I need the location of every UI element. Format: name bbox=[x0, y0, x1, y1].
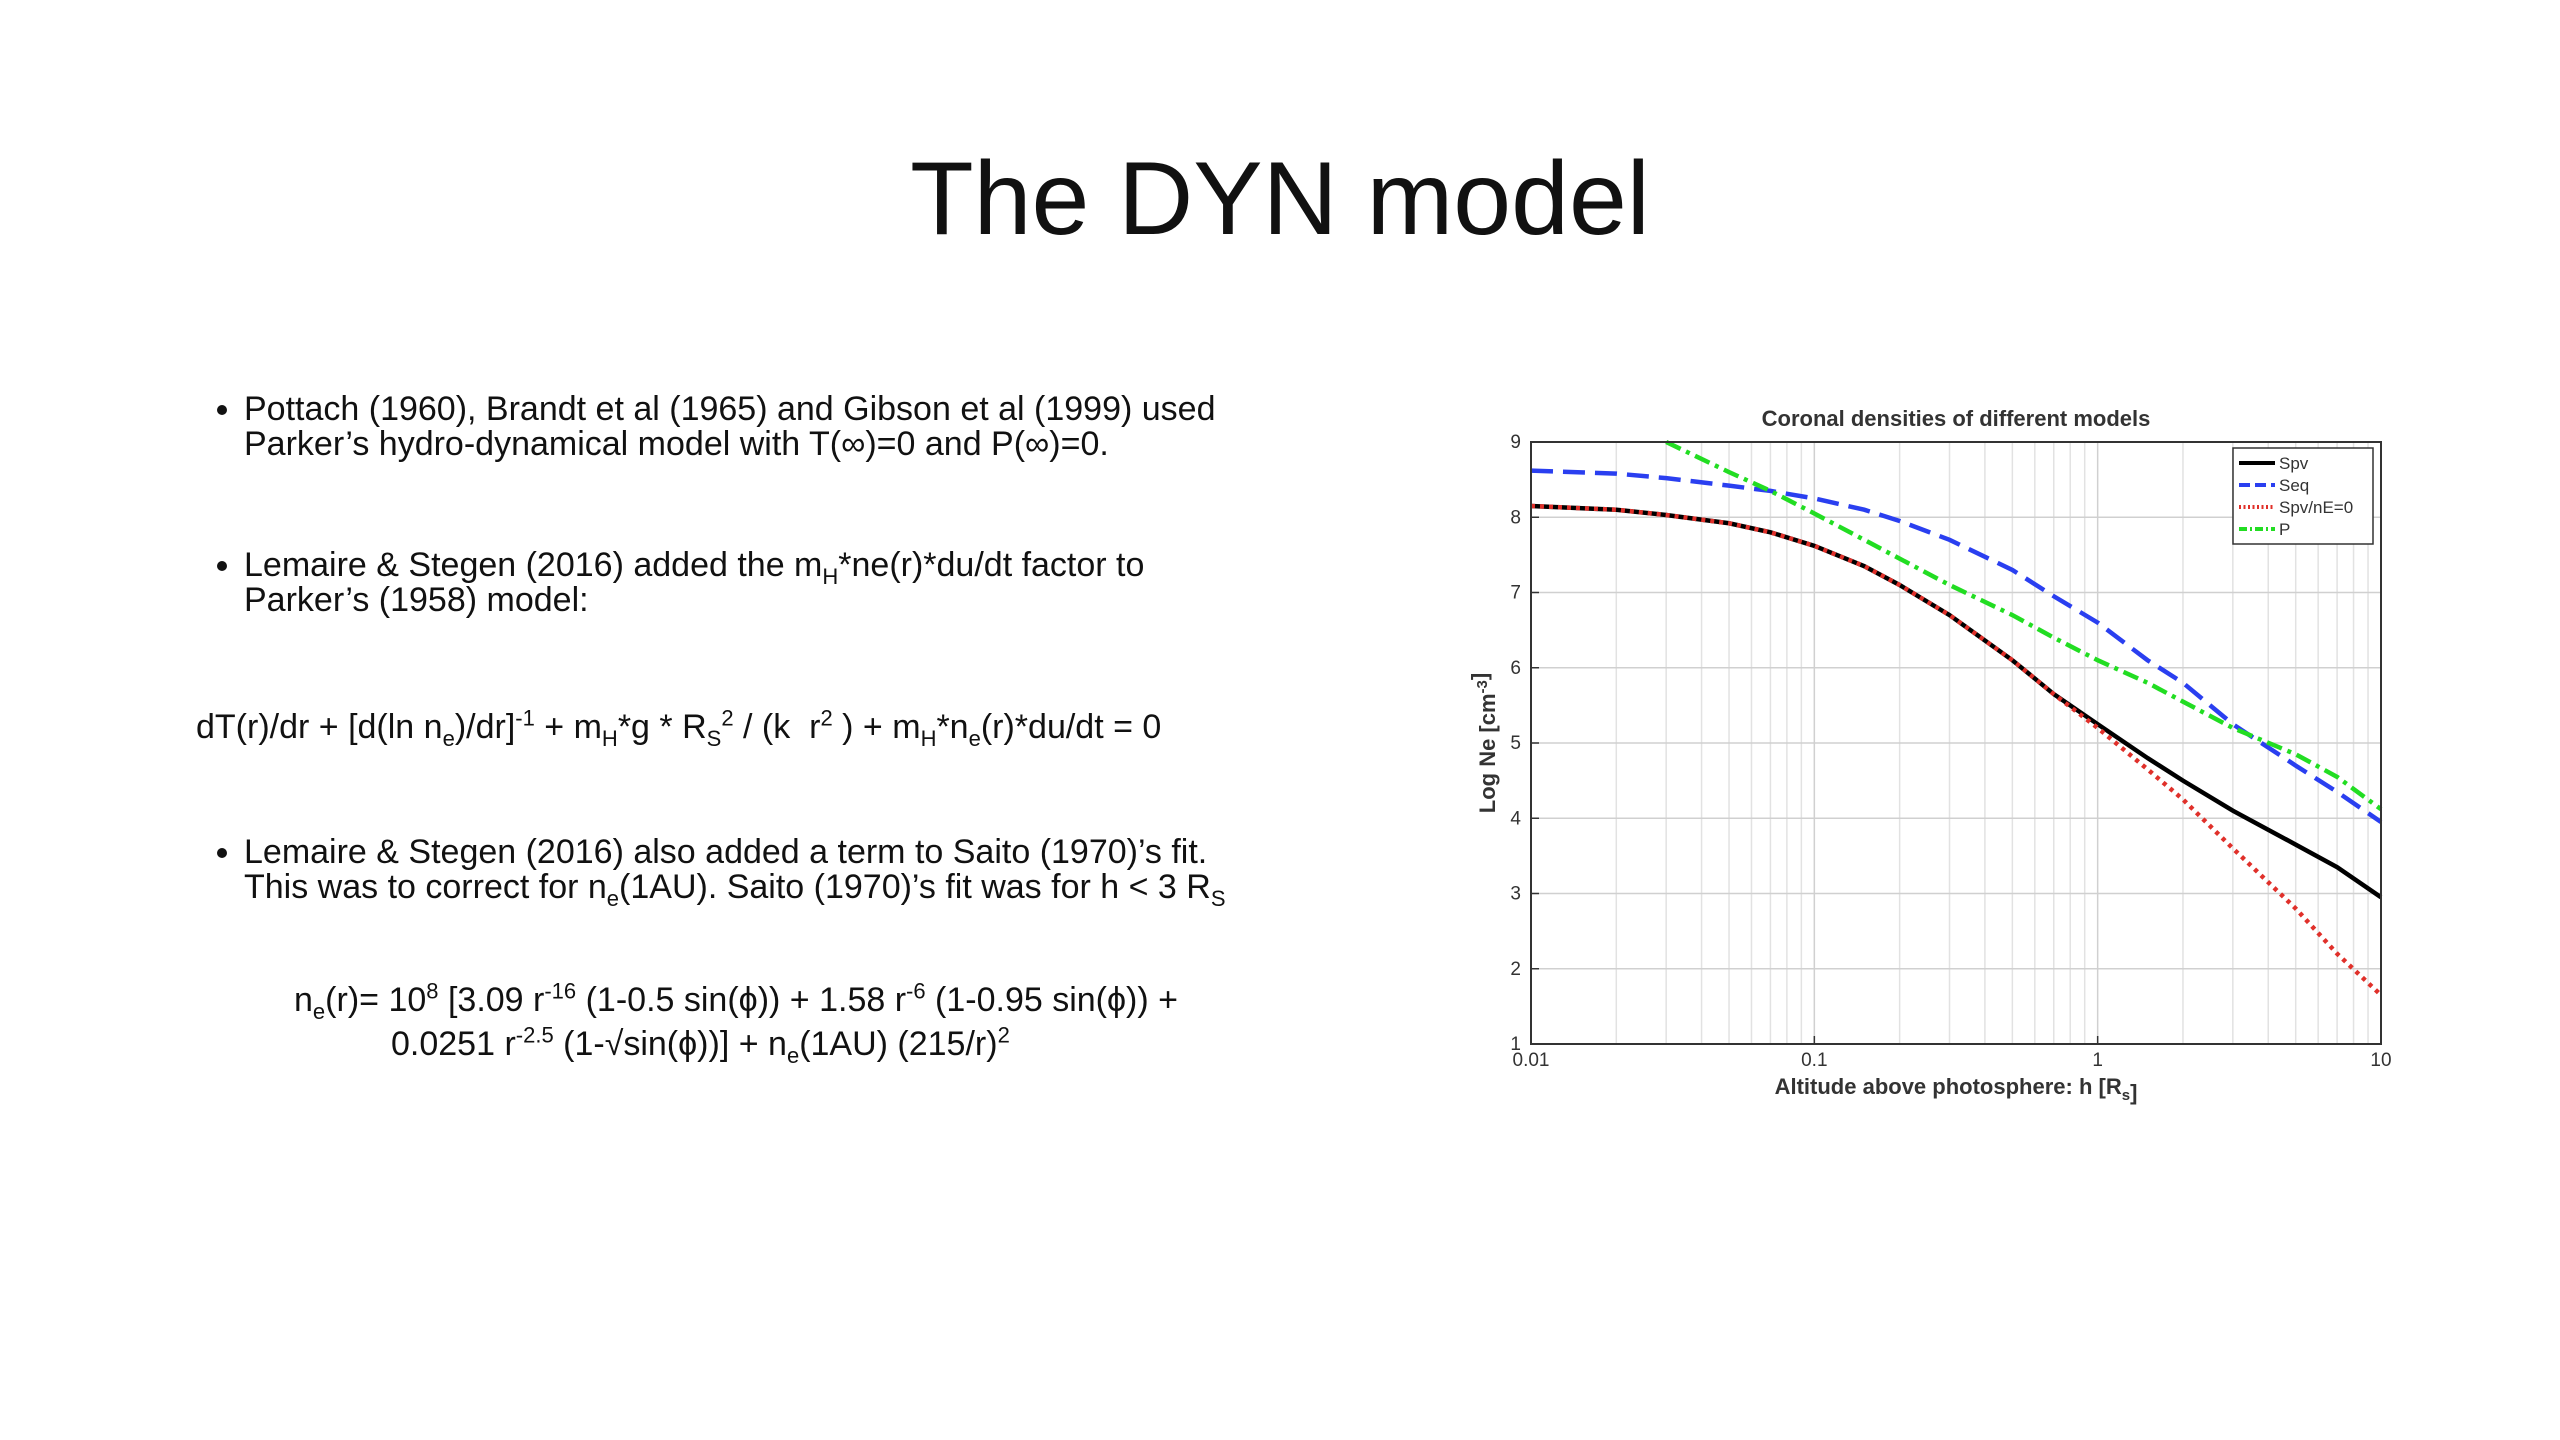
series-line bbox=[1530, 503, 2383, 900]
text-run: ] bbox=[2130, 1080, 2137, 1105]
text-run: e bbox=[786, 1042, 800, 1068]
y-tick-label: 9 bbox=[1510, 432, 1521, 453]
text-run: (1-0.5 sin(ϕ)) + 1.58 r bbox=[576, 981, 907, 1019]
text-line: Pottach (1960), Brandt et al (1965) and … bbox=[244, 392, 1216, 427]
text-run: ] bbox=[1467, 673, 1492, 680]
axis-label: Altitude above photosphere: h [Rs] bbox=[1775, 1074, 2138, 1105]
formula: ne(r)= 108 [3.09 r-16 (1-0.5 sin(ϕ)) + 1… bbox=[294, 978, 1178, 1066]
x-tick-label: 10 bbox=[2370, 1050, 2391, 1071]
text-run: Parker’s hydro-dynamical model with T(∞)… bbox=[244, 425, 1109, 463]
x-tick-label: 1 bbox=[2092, 1050, 2103, 1071]
text-run: This was to correct for n bbox=[244, 868, 607, 906]
bullet-block: Pottach (1960), Brandt et al (1965) and … bbox=[196, 392, 1216, 462]
text-run: e bbox=[442, 725, 455, 751]
text-run: S bbox=[706, 725, 722, 751]
text-run: (1AU). Saito (1970)’s fit was for h < 3 … bbox=[619, 868, 1211, 906]
bullet: Lemaire & Stegen (2016) added the mH*ne(… bbox=[244, 548, 1144, 618]
legend-label: Spv bbox=[2279, 454, 2309, 473]
text-run: s bbox=[2122, 1087, 2130, 1104]
text-run: Lemaire & Stegen (2016) added the m bbox=[244, 546, 823, 584]
plot-frame bbox=[1530, 441, 2382, 1045]
text-line: This was to correct for ne(1AU). Saito (… bbox=[244, 868, 1226, 910]
text-run: [3.09 r bbox=[438, 981, 545, 1019]
text-run: -16 bbox=[544, 978, 577, 1004]
text-run: 0.0251 r bbox=[391, 1025, 516, 1063]
text-run: 8 bbox=[426, 978, 439, 1004]
x-tick-label: 0.01 bbox=[1513, 1050, 1550, 1071]
text-run: 2 bbox=[997, 1022, 1010, 1048]
text-run: e bbox=[968, 725, 981, 751]
text-run: *ne(r)*du/dt factor to bbox=[838, 546, 1145, 584]
text-run: H bbox=[822, 563, 839, 589]
axis-label: Log Ne [cm-3] bbox=[1467, 673, 1500, 813]
text-run: (1AU) (215/r) bbox=[799, 1025, 998, 1063]
chart-title: Coronal densities of different models bbox=[1762, 406, 2151, 431]
text-run: e bbox=[312, 998, 326, 1024]
text-line: dT(r)/dr + [d(ln ne)/dr]-1 + mH*g * RS2 … bbox=[196, 707, 1162, 749]
text-run: -2.5 bbox=[515, 1022, 554, 1048]
text-run: -3 bbox=[1474, 680, 1491, 693]
text-run: (1-√sin(ϕ))] + n bbox=[553, 1025, 787, 1063]
text-run: H bbox=[920, 725, 937, 751]
legend-label: Spv/nE=0 bbox=[2279, 498, 2353, 517]
bullet-block: Lemaire & Stegen (2016) added the mH*ne(… bbox=[196, 548, 1144, 618]
bullet-block: Lemaire & Stegen (2016) also added a ter… bbox=[196, 835, 1226, 910]
text-line: 0.0251 r-2.5 (1-√sin(ϕ))] + ne(1AU) (215… bbox=[391, 1022, 1178, 1066]
text-run: S bbox=[1210, 885, 1226, 911]
text-run: *n bbox=[936, 708, 969, 746]
legend-label: P bbox=[2279, 520, 2290, 539]
y-tick-label: 8 bbox=[1510, 507, 1521, 528]
equation: dT(r)/dr + [d(ln ne)/dr]-1 + mH*g * RS2 … bbox=[196, 707, 1162, 749]
series-line bbox=[1530, 503, 2383, 997]
text-run: -6 bbox=[906, 978, 926, 1004]
text-run: )/dr] bbox=[454, 708, 516, 746]
text-run: H bbox=[601, 725, 618, 751]
text-run: Log Ne [cm bbox=[1475, 693, 1500, 813]
y-tick-label: 1 bbox=[1510, 1034, 1521, 1055]
text-run: n bbox=[294, 981, 313, 1019]
text-run: (1-0.95 sin(ϕ)) + bbox=[925, 981, 1178, 1019]
y-tick-label: 2 bbox=[1510, 959, 1521, 980]
text-run: Altitude above photosphere: h [R bbox=[1775, 1074, 2122, 1099]
y-tick-label: 4 bbox=[1510, 808, 1521, 829]
text-run: 2 bbox=[820, 705, 833, 731]
text-line: Parker’s hydro-dynamical model with T(∞)… bbox=[244, 427, 1216, 462]
bullet: Lemaire & Stegen (2016) also added a ter… bbox=[244, 835, 1226, 910]
y-tick-label: 7 bbox=[1510, 583, 1521, 604]
text-run: ) + m bbox=[832, 708, 921, 746]
text-run: e bbox=[606, 885, 620, 911]
text-line: Parker’s (1958) model: bbox=[244, 583, 1144, 618]
text-run: / (k r bbox=[733, 708, 821, 746]
text-run: (r)= 10 bbox=[325, 981, 427, 1019]
y-tick-label: 3 bbox=[1510, 884, 1521, 905]
slide-title: The DYN model bbox=[910, 141, 1650, 257]
text-run: -1 bbox=[515, 705, 535, 731]
text-run: Pottach (1960), Brandt et al (1965) and … bbox=[244, 390, 1216, 428]
series-line bbox=[1665, 439, 2383, 812]
text-run: (r)*du/dt = 0 bbox=[980, 708, 1162, 746]
text-line: ne(r)= 108 [3.09 r-16 (1-0.5 sin(ϕ)) + 1… bbox=[294, 978, 1178, 1022]
text-line: Lemaire & Stegen (2016) added the mH*ne(… bbox=[244, 546, 1145, 588]
legend-label: Seq bbox=[2279, 476, 2309, 495]
text-run: Parker’s (1958) model: bbox=[244, 581, 589, 619]
bullet: Pottach (1960), Brandt et al (1965) and … bbox=[244, 392, 1216, 462]
chart: Coronal densities of different models 0.… bbox=[1467, 406, 2392, 1105]
y-tick-label: 6 bbox=[1510, 658, 1521, 679]
y-tick-label: 5 bbox=[1510, 733, 1521, 754]
x-tick-label: 0.1 bbox=[1801, 1050, 1827, 1071]
text-run: *g * R bbox=[617, 708, 707, 746]
text-run: dT(r)/dr + [d(ln n bbox=[196, 708, 443, 746]
text-run: Lemaire & Stegen (2016) also added a ter… bbox=[244, 833, 1208, 871]
text-line: Lemaire & Stegen (2016) also added a ter… bbox=[244, 835, 1226, 870]
text-run: 2 bbox=[721, 705, 734, 731]
text-run: + m bbox=[534, 708, 602, 746]
